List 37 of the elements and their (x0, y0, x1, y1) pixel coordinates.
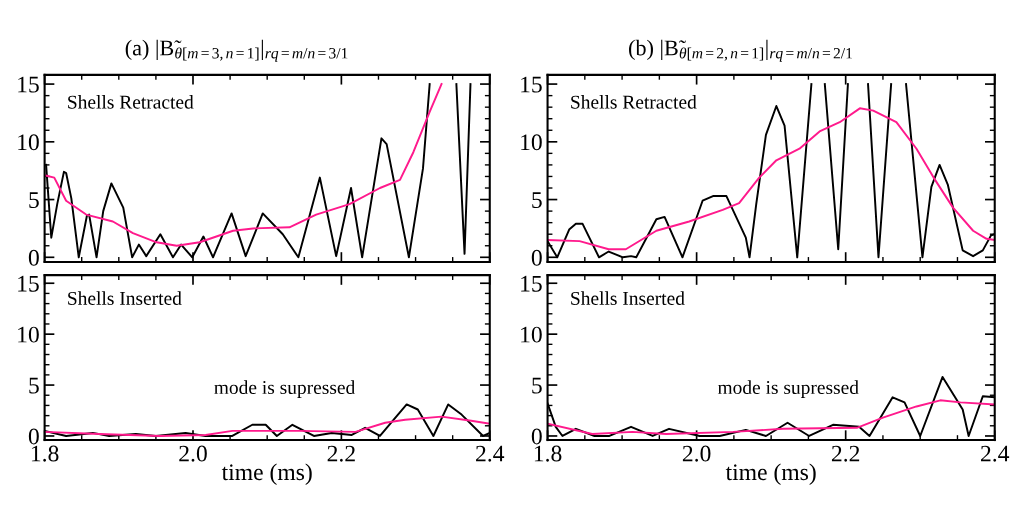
y-tick-label: 5 (29, 192, 39, 208)
y-tick-label: 15 (521, 275, 542, 292)
y-tick-label: 10 (18, 326, 39, 343)
x-tick-label: 2.2 (831, 445, 860, 462)
y-tick-label: 0 (531, 249, 542, 266)
y-tick-label: 10 (521, 326, 542, 343)
x-tick-label: 2.4 (476, 445, 505, 462)
annotation: mode is supressed (717, 380, 859, 398)
y-tick-label: 5 (29, 377, 39, 394)
chart-title: (a) |B̃$_{θ[m=3,n=1]}$|$_{rq=m/n=3/1}$ (125, 39, 348, 62)
y-tick-label: 0 (531, 428, 542, 445)
y-tick-label: 10 (18, 134, 39, 151)
y-tick-label: 5 (532, 377, 542, 394)
y-tick-label: 15 (18, 76, 39, 93)
x-tick-label: 2.4 (981, 445, 1010, 462)
annotation: mode is supressed (214, 380, 356, 398)
annotation: Shells Retracted (68, 95, 194, 109)
y-tick-label: 15 (521, 76, 542, 93)
annotation: Shells Inserted (571, 291, 685, 305)
chart-title: (b) |B̃$_{θ[m=2,n=1]}$|$_{rq=m/n=2/1}$ (629, 39, 852, 62)
y-tick-label: 0 (28, 249, 39, 266)
y-tick-label: 0 (28, 428, 39, 445)
x-axis-title: time (ms) (221, 463, 312, 485)
line-series (547, 107, 995, 251)
line-series (44, 415, 490, 437)
x-tick-label: 2.0 (682, 445, 711, 462)
x-tick-label: 1.8 (534, 445, 562, 462)
annotation: Shells Retracted (571, 95, 697, 109)
line-series (547, 399, 995, 435)
x-tick-label: 2.0 (179, 445, 207, 462)
y-tick-label: 5 (532, 192, 542, 208)
annotation: Shells Inserted (68, 291, 182, 305)
y-tick-label: 10 (521, 134, 542, 151)
x-tick-label: 1.8 (31, 445, 59, 462)
x-axis-title: time (ms) (725, 463, 816, 485)
y-tick-label: 15 (18, 275, 39, 292)
x-tick-label: 2.2 (327, 445, 355, 462)
